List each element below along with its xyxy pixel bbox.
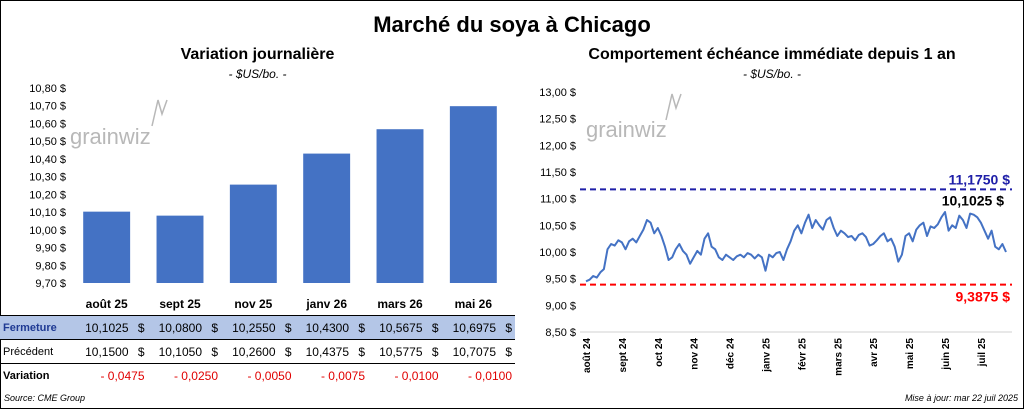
x-tick-label: nov 24 [690,338,701,370]
y-tick-label: 9,00 $ [545,300,576,312]
x-tick-label: janv 26 [305,297,347,311]
y-tick-label: 11,50 $ [540,167,576,179]
source-note: Source: CME Group [4,393,86,403]
table-cell: 10,5775 $ [368,339,442,364]
table-cell: 10,1050 $ [147,339,221,364]
row-label: Variation [3,369,50,382]
x-tick-label: mai 25 [905,338,916,370]
y-tick-label: 9,50 $ [545,274,576,286]
price-table: Fermeture 10,1025 $ 10,0800 $ 10,2550 $ 10,… [0,315,515,387]
y-tick-label: 10,50 $ [29,136,66,148]
line-chart: grainwiz 8,50 $ 9,00 $ 9,50 $ 10,00 $ 10,50 … [539,87,1012,376]
table-cell: - 0,0075 [320,368,365,383]
y-tick-label: 12,00 $ [539,140,576,152]
row-label: Précédent [0,339,74,364]
y-tick-label: 8,50 $ [545,327,576,339]
table-cell: 10,2550 $ [221,315,295,340]
x-tick-label: avr 25 [869,338,880,367]
bar [83,211,131,283]
y-tick-label: 10,10 $ [29,207,66,219]
y-tick-label: 11,00 $ [540,194,576,206]
high-label: 11,1750 $ [948,171,1010,187]
table-cell: - 0,0475 [100,368,145,383]
table-cell: - 0,0050 [247,368,292,383]
x-tick-label: mars 26 [377,297,423,311]
table-cell: 10,1500 $ [74,339,148,364]
x-tick-label: août 25 [86,297,128,311]
bar [156,215,204,283]
table-cell: 10,6975 $ [441,315,515,340]
bar [229,184,277,283]
x-tick-label: nov 25 [234,297,272,311]
table-cell: 10,2600 $ [221,339,295,364]
y-tick-label: 10,20 $ [29,189,66,201]
table-cell: 10,0800 $ [147,315,221,340]
table-row-close: Fermeture 10,1025 $ 10,0800 $ 10,2550 $ 10,… [0,315,515,340]
x-tick-label: août 24 [582,338,593,373]
x-tick-label: juin 25 [941,338,952,371]
main-title: Marché du soya à Chicago [373,12,651,37]
table-cell: 10,4375 $ [294,339,368,364]
low-label: 9,3875 $ [956,289,1011,305]
watermark-logo: grainwiz [586,93,682,142]
right-chart-unit: - $US/bo. - [742,67,802,81]
x-tick-label: mai 26 [455,297,493,311]
y-tick-label: 10,00 $ [29,225,66,237]
watermark-logo: grainwiz [70,99,168,149]
x-tick-label: sept 25 [159,297,201,311]
table-row-variation: Variation - 0,0475 - 0,0250 - 0,0050 - 0… [0,364,515,388]
right-chart-title: Comportement échéance immédiate depuis 1… [588,46,956,63]
y-tick-label: 10,40 $ [29,154,66,166]
y-tick-label: 13,00 $ [539,87,576,99]
left-chart-unit: - $US/bo. - [228,67,287,81]
x-tick-label: janv 25 [761,338,772,373]
y-tick-label: 10,80 $ [29,83,66,95]
x-tick-label: déc 24 [726,338,737,370]
bar-chart: grainwiz 9,70 $ 9,80 $ 9,90 $ 10,00 $ 10,10 … [29,83,497,311]
table-cell: 10,4300 $ [294,315,368,340]
row-label: Fermeture [0,315,74,340]
table-cell: - 0,0100 [394,368,439,383]
x-tick-label: mars 25 [833,338,844,376]
x-tick-label: sept 24 [618,338,629,373]
table-cell: 10,5675 $ [368,315,442,340]
bar [449,106,497,283]
bar [303,153,351,283]
x-tick-label: févr 25 [797,338,808,371]
y-tick-label: 10,00 $ [539,247,576,259]
y-tick-label: 10,60 $ [29,118,66,130]
y-tick-label: 10,30 $ [29,172,66,184]
update-note: Mise à jour: mar 22 juil 2025 [904,393,1018,403]
last-value-label: 10,1025 $ [942,192,1004,208]
left-chart-title: Variation journalière [180,46,335,63]
y-tick-label: 10,70 $ [29,101,66,113]
y-tick-label: 9,80 $ [35,260,66,272]
y-tick-label: 9,70 $ [35,278,66,290]
y-tick-label: 9,90 $ [35,243,66,255]
table-cell: - 0,0100 [467,368,512,383]
y-tick-label: 10,50 $ [539,220,576,232]
table-cell: 10,1025 $ [74,315,148,340]
svg-text:grainwiz: grainwiz [586,117,667,142]
x-tick-label: oct 24 [654,338,665,367]
table-cell: - 0,0250 [173,368,218,383]
price-series-line [585,211,1007,283]
x-tick-label: juil 25 [977,338,988,368]
table-cell: 10,7075 $ [441,339,515,364]
y-tick-label: 12,50 $ [539,114,576,126]
bar [376,129,424,283]
table-row-previous: Précédent 10,1500 $ 10,1050 $ 10,2600 $ 10,… [0,339,515,364]
svg-text:grainwiz: grainwiz [70,124,151,149]
